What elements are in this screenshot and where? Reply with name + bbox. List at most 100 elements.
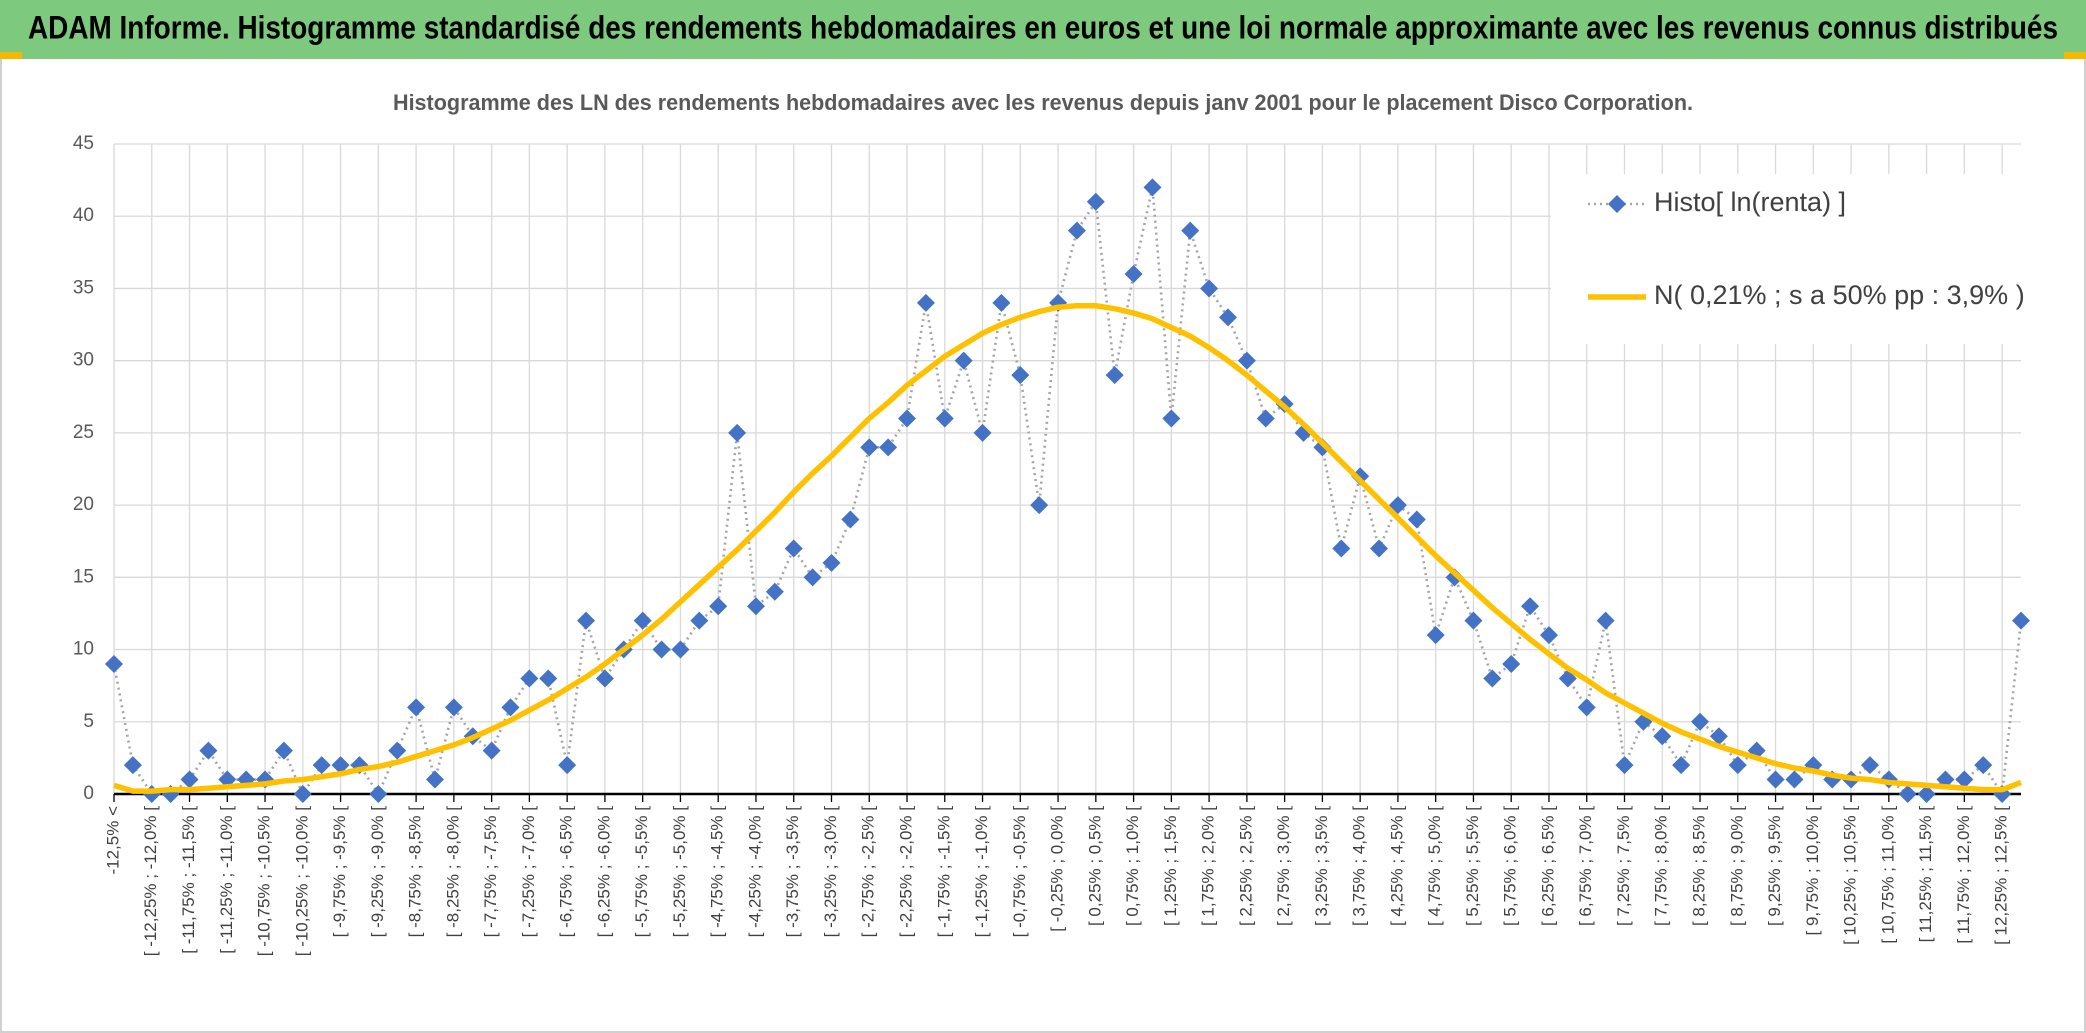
data-point <box>765 582 784 601</box>
data-point <box>1407 510 1426 529</box>
y-tick-label: 20 <box>73 494 94 515</box>
y-tick-label: 15 <box>73 566 94 587</box>
x-tick-label: [ 11,75% ; 12,0% [ <box>1954 806 1973 944</box>
data-point <box>671 640 690 659</box>
data-point <box>425 770 444 789</box>
data-point <box>407 698 426 717</box>
x-tick-label: [ 4,25% ; 4,5% [ <box>1387 806 1406 926</box>
title-bar <box>0 0 2086 59</box>
x-tick-label: [ -12,25% ; -12,0% [ <box>141 806 160 957</box>
x-tick-label: [ -11,25% ; -11,0% [ <box>217 806 236 954</box>
data-point <box>1785 770 1804 789</box>
series-line <box>113 303 2022 794</box>
x-tick-label: [ 3,25% ; 3,5% [ <box>1312 806 1331 926</box>
x-tick-label: [ -6,25% ; -6,0% [ <box>594 806 613 938</box>
x-tick-label: [ -5,25% ; -5,0% [ <box>670 806 689 938</box>
data-point <box>954 351 973 370</box>
data-point <box>1086 192 1105 211</box>
x-tick-label: [ 12,25% ; 12,5% [ <box>1992 806 2011 945</box>
data-point <box>482 741 501 760</box>
y-tick-label: 0 <box>83 783 94 804</box>
data-point <box>652 640 671 659</box>
x-tick-label: [ -1,25% ; -1,0% [ <box>972 806 991 938</box>
data-point <box>841 510 860 529</box>
data-point <box>1162 409 1181 428</box>
data-point <box>822 553 841 572</box>
x-tick-label: [ -10,25% ; -10,0% [ <box>292 806 311 957</box>
data-point <box>1464 611 1483 630</box>
data-point <box>274 741 293 760</box>
corner <box>0 52 22 59</box>
x-tick-label: [ -7,25% ; -7,0% [ <box>519 806 538 938</box>
data-point <box>1181 221 1200 240</box>
data-point <box>520 669 539 688</box>
data-point <box>1766 770 1785 789</box>
corner <box>2064 52 2086 59</box>
x-tick-label: [ -4,75% ; -4,5% [ <box>708 806 727 938</box>
data-point <box>1898 785 1917 803</box>
data-point <box>1351 467 1370 486</box>
x-tick-label: [ -0,25% ; 0,0% [ <box>1048 806 1067 932</box>
data-point <box>1067 221 1086 240</box>
data-point <box>558 756 577 775</box>
y-tick-label: 45 <box>73 133 94 154</box>
data-point <box>123 756 142 775</box>
data-point <box>992 293 1011 312</box>
y-tick-label: 40 <box>73 205 94 226</box>
x-tick-label: [ -5,75% ; -5,5% [ <box>632 806 651 938</box>
x-tick-label: [ 2,75% ; 3,0% [ <box>1274 806 1293 926</box>
x-tick-label: [ -7,75% ; -7,5% [ <box>481 806 500 938</box>
y-tick-label: 10 <box>73 639 94 660</box>
data-point <box>973 423 992 442</box>
data-point <box>784 539 803 558</box>
x-tick-label: [ -4,25% ; -4,0% [ <box>745 806 764 938</box>
legend-marker <box>1608 195 1626 213</box>
data-point <box>879 438 898 457</box>
x-tick-label: [ 11,25% ; 11,5% [ <box>1916 806 1935 943</box>
x-tick-label: [ -0,75% ; -0,5% [ <box>1010 806 1029 938</box>
data-point <box>1709 727 1728 746</box>
data-point <box>1426 626 1445 645</box>
data-point <box>2012 611 2030 630</box>
data-point <box>180 770 199 789</box>
data-point <box>1596 611 1615 630</box>
data-point <box>444 698 463 717</box>
data-point <box>1370 539 1389 558</box>
x-tick-label: [ -11,75% ; -11,5% [ <box>179 806 198 954</box>
data-point <box>1237 351 1256 370</box>
x-tick-label: [ -8,25% ; -8,0% [ <box>443 806 462 938</box>
data-point <box>1955 770 1974 789</box>
x-tick-label: [ -10,75% ; -10,5% [ <box>255 806 274 957</box>
x-tick-label: [ -2,25% ; -2,0% [ <box>896 806 915 938</box>
x-tick-label: [ -2,75% ; -2,5% [ <box>859 806 878 938</box>
data-point <box>1313 438 1332 457</box>
x-tick-label: [ 9,25% ; 9,5% [ <box>1765 806 1784 926</box>
data-point <box>1332 539 1351 558</box>
x-tick-label: [ 8,25% ; 8,5% [ <box>1690 806 1709 926</box>
x-tick-label: [ 6,25% ; 6,5% [ <box>1538 806 1557 926</box>
x-tick-label: [ -3,25% ; -3,0% [ <box>821 806 840 938</box>
data-point <box>369 785 388 803</box>
data-point <box>898 409 917 428</box>
x-tick-label: [ -9,75% ; -9,5% [ <box>330 806 349 938</box>
data-point <box>1143 178 1162 197</box>
x-tick-label: [ 8,75% ; 9,0% [ <box>1727 806 1746 926</box>
x-tick-label: [ 7,75% ; 8,0% [ <box>1652 806 1671 926</box>
data-point <box>501 698 520 717</box>
y-tick-label: 5 <box>83 711 94 732</box>
data-point <box>1672 756 1691 775</box>
x-tick-label: [ 3,75% ; 4,0% [ <box>1350 806 1369 926</box>
data-point <box>690 611 709 630</box>
data-point <box>1124 265 1143 283</box>
x-tick-label: [ 4,75% ; 5,0% [ <box>1425 806 1444 926</box>
data-point <box>1974 756 1993 775</box>
data-point <box>709 597 728 616</box>
x-tick-label: [ 2,25% ; 2,5% [ <box>1236 806 1255 926</box>
data-point <box>633 611 652 630</box>
data-point <box>1445 568 1464 587</box>
x-tick-label: [ 0,75% ; 1,0% [ <box>1123 806 1142 926</box>
x-tick-label: [ 10,25% ; 10,5% [ <box>1841 806 1860 945</box>
x-tick-label: [ -8,75% ; -8,5% [ <box>406 806 425 938</box>
data-point <box>916 293 935 312</box>
